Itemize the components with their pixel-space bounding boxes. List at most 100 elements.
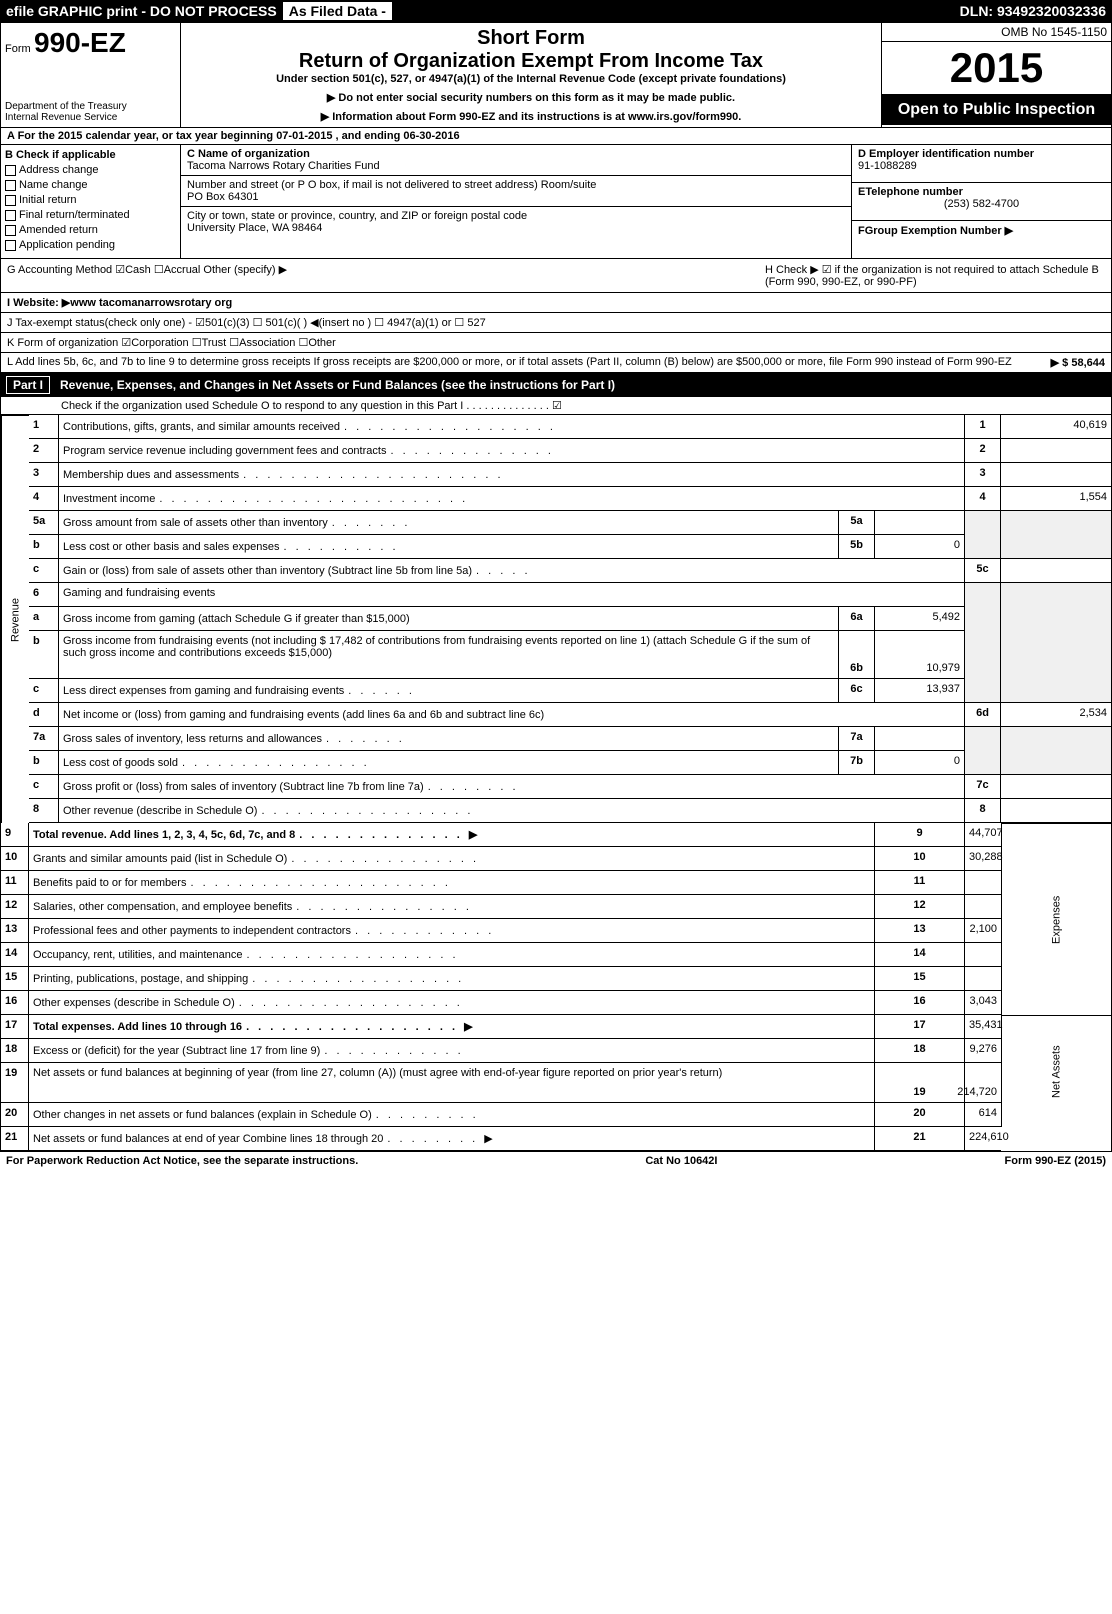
ln5b-sc: 5b: [839, 535, 875, 559]
ln7c-num: c: [29, 775, 59, 799]
org-city: University Place, WA 98464: [187, 222, 845, 234]
ln2-num: 2: [29, 439, 59, 463]
netassets-label: Net Assets: [1001, 1015, 1111, 1127]
dept: Department of the Treasury Internal Reve…: [5, 101, 176, 123]
ln3-val: [1001, 463, 1111, 487]
ln16-num: 16: [1, 991, 29, 1015]
ln14-num: 14: [1, 943, 29, 967]
topbar: efile GRAPHIC print - DO NOT PROCESS As …: [0, 0, 1112, 22]
ln6b-sv: 10,979: [875, 631, 965, 679]
ln20-desc: Other changes in net assets or fund bala…: [29, 1103, 875, 1127]
row-a: A For the 2015 calendar year, or tax yea…: [0, 128, 1112, 145]
ln3-rn: 3: [965, 463, 1001, 487]
ln2-desc: Program service revenue including govern…: [59, 439, 965, 463]
ln9-val: 44,707: [965, 823, 1001, 847]
ln20-rn: 20: [875, 1103, 965, 1127]
form-subtitle: Under section 501(c), 527, or 4947(a)(1)…: [189, 73, 873, 85]
ln17-val: 35,431: [965, 1015, 1001, 1039]
ln15-num: 15: [1, 967, 29, 991]
ln7c-val: [1001, 775, 1111, 799]
revenue-label: Revenue: [1, 415, 29, 823]
ln7c-desc: Gross profit or (loss) from sales of inv…: [59, 775, 965, 799]
ln6c-desc: Less direct expenses from gaming and fun…: [59, 679, 839, 703]
ln2-rn: 2: [965, 439, 1001, 463]
ln18-rn: 18: [875, 1039, 965, 1063]
ln18-num: 18: [1, 1039, 29, 1063]
form-prefix: Form: [5, 43, 31, 55]
ln3-num: 3: [29, 463, 59, 487]
asfiled-label: As Filed Data -: [283, 2, 392, 20]
open-inspection: Open to Public Inspection: [882, 95, 1111, 125]
cb-pending[interactable]: Application pending: [5, 239, 176, 251]
ln5c-desc: Gain or (loss) from sale of assets other…: [59, 559, 965, 583]
ln6-gray: [965, 583, 1001, 703]
ln6-desc: Gaming and fundraising events: [59, 583, 965, 607]
form-title: Return of Organization Exempt From Incom…: [189, 50, 873, 73]
footer-mid: Cat No 10642I: [645, 1155, 717, 1167]
ln11-val: [965, 871, 1001, 895]
form-990ez: efile GRAPHIC print - DO NOT PROCESS As …: [0, 0, 1112, 1170]
col-b: B Check if applicable Address change Nam…: [1, 145, 181, 258]
ein-lbl: D Employer identification number: [858, 148, 1105, 160]
ln10-val: 30,288: [965, 847, 1001, 871]
dln: DLN: 93492320032336: [960, 3, 1106, 19]
ln6a-num: a: [29, 607, 59, 631]
ln6c-num: c: [29, 679, 59, 703]
ln6c-sv: 13,937: [875, 679, 965, 703]
part1-sub: Check if the organization used Schedule …: [0, 397, 1112, 415]
block-bcd: B Check if applicable Address change Nam…: [0, 145, 1112, 259]
ln1-desc: Contributions, gifts, grants, and simila…: [59, 415, 965, 439]
expenses-label: Expenses: [1001, 823, 1111, 1015]
ln4-val: 1,554: [1001, 487, 1111, 511]
ln13-num: 13: [1, 919, 29, 943]
ln21-desc: Net assets or fund balances at end of ye…: [29, 1127, 875, 1151]
ln17-num: 17: [1, 1015, 29, 1039]
col-b-title: B Check if applicable: [5, 149, 176, 161]
cb-initial[interactable]: Initial return: [5, 194, 176, 206]
ln15-desc: Printing, publications, postage, and shi…: [29, 967, 875, 991]
row-k: K Form of organization ☑Corporation ☐Tru…: [0, 333, 1112, 353]
ln6d-val: 2,534: [1001, 703, 1111, 727]
ln6b-num: b: [29, 631, 59, 679]
footer-right: Form 990-EZ (2015): [1005, 1155, 1106, 1167]
ln11-desc: Benefits paid to or for members. . . . .…: [29, 871, 875, 895]
ln21-val: 224,610: [965, 1127, 1001, 1151]
ln1-num: 1: [29, 415, 59, 439]
ln19-rn: 19: [875, 1063, 965, 1103]
cb-amended[interactable]: Amended return: [5, 224, 176, 236]
ln2-val: [1001, 439, 1111, 463]
ln13-rn: 13: [875, 919, 965, 943]
name-lbl: C Name of organization: [187, 148, 845, 160]
tax-year: 2015: [882, 42, 1111, 95]
ln15-rn: 15: [875, 967, 965, 991]
ln5a-desc: Gross amount from sale of assets other t…: [59, 511, 839, 535]
ln7a-sv: [875, 727, 965, 751]
ein: 91-1088289: [858, 160, 1105, 172]
ln8-num: 8: [29, 799, 59, 823]
cb-address[interactable]: Address change: [5, 164, 176, 176]
ln10-num: 10: [1, 847, 29, 871]
tel: (253) 582-4700: [858, 198, 1105, 210]
ln5b-sv: 0: [875, 535, 965, 559]
col-d: D Employer identification number 91-1088…: [851, 145, 1111, 258]
ln12-desc: Salaries, other compensation, and employ…: [29, 895, 875, 919]
cb-name[interactable]: Name change: [5, 179, 176, 191]
row-i: I Website: ▶www tacomanarrowsrotary org: [0, 293, 1112, 313]
grp-lbl: FGroup Exemption Number ▶: [858, 224, 1105, 237]
ln6a-desc: Gross income from gaming (attach Schedul…: [59, 607, 839, 631]
note1: ▶ Do not enter social security numbers o…: [189, 91, 873, 104]
efile-label: efile GRAPHIC print - DO NOT PROCESS: [6, 3, 277, 19]
cb-final[interactable]: Final return/terminated: [5, 209, 176, 221]
omb: OMB No 1545-1150: [882, 23, 1111, 42]
ln9-rn: 9: [875, 823, 965, 847]
ln16-desc: Other expenses (describe in Schedule O).…: [29, 991, 875, 1015]
ln4-num: 4: [29, 487, 59, 511]
ln6-num: 6: [29, 583, 59, 607]
ln6c-sc: 6c: [839, 679, 875, 703]
ln5c-num: c: [29, 559, 59, 583]
ln7-gray: [965, 727, 1001, 775]
ln7-gray2: [1001, 727, 1111, 775]
row-j: J Tax-exempt status(check only one) - ☑5…: [0, 313, 1112, 333]
ln8-val: [1001, 799, 1111, 823]
ln7a-num: 7a: [29, 727, 59, 751]
